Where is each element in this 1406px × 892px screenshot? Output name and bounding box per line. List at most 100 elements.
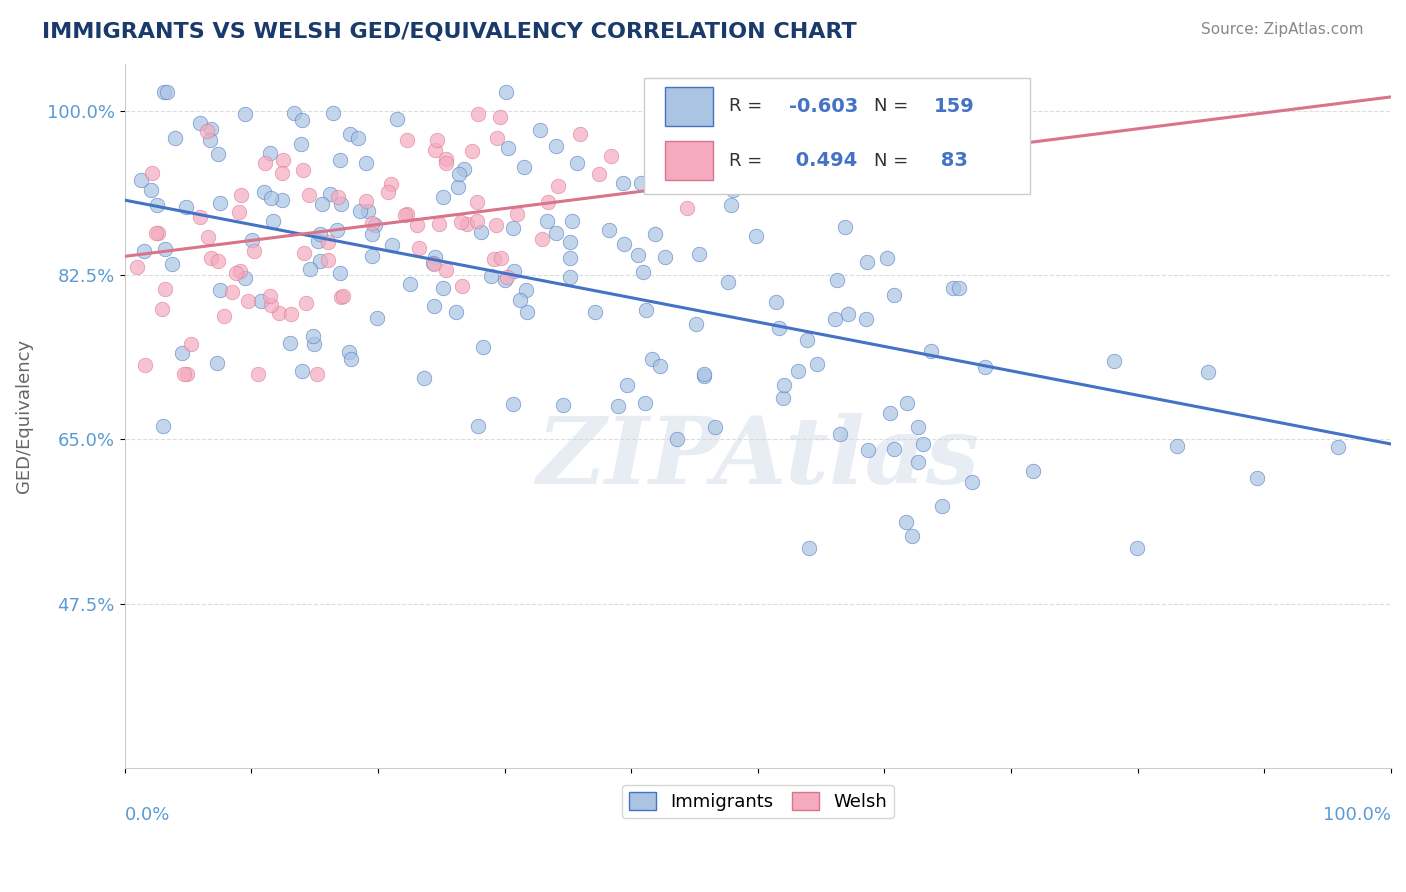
Point xyxy=(354,155,377,169)
Point xyxy=(309,253,332,268)
Point xyxy=(484,252,506,266)
Point xyxy=(290,136,312,151)
Point xyxy=(259,289,281,303)
Point xyxy=(260,191,283,205)
Point xyxy=(212,309,235,323)
Point xyxy=(425,144,447,158)
Point xyxy=(444,305,467,319)
Point xyxy=(406,219,429,233)
Point xyxy=(271,193,294,207)
Point xyxy=(250,294,273,309)
Point xyxy=(837,307,859,321)
Point xyxy=(529,123,551,137)
Text: 100.0%: 100.0% xyxy=(1323,806,1391,824)
Point xyxy=(307,235,329,249)
Point xyxy=(432,280,454,294)
Point xyxy=(339,345,361,359)
Point xyxy=(456,217,478,231)
Point xyxy=(599,149,621,163)
Point xyxy=(447,180,470,194)
Point xyxy=(260,298,283,312)
Point xyxy=(188,116,211,130)
Point xyxy=(153,242,176,256)
Point xyxy=(630,176,652,190)
Point xyxy=(364,218,387,232)
Point xyxy=(676,201,699,215)
Point xyxy=(412,371,434,385)
Point xyxy=(361,250,384,264)
Point xyxy=(229,187,252,202)
Point xyxy=(1197,365,1219,379)
Point xyxy=(773,377,796,392)
Point xyxy=(134,359,156,373)
Point xyxy=(208,283,231,297)
Point xyxy=(366,311,388,326)
Point xyxy=(200,122,222,136)
Point xyxy=(434,152,457,166)
Point xyxy=(316,235,339,249)
Point xyxy=(207,254,229,268)
Point xyxy=(704,420,727,434)
Point xyxy=(1166,440,1188,454)
Point xyxy=(207,146,229,161)
Point xyxy=(174,200,197,214)
Text: N =: N = xyxy=(875,97,914,115)
Legend: Immigrants, Welsh: Immigrants, Welsh xyxy=(621,785,894,819)
Point xyxy=(408,241,430,255)
Point xyxy=(494,273,516,287)
Point xyxy=(745,229,768,244)
Point xyxy=(654,250,676,264)
Point xyxy=(228,205,250,219)
Point xyxy=(319,187,342,202)
Point xyxy=(1126,541,1149,555)
Point xyxy=(723,183,745,197)
Point xyxy=(394,208,416,222)
Point xyxy=(259,146,281,161)
Point xyxy=(811,144,834,158)
Point xyxy=(339,352,361,367)
Point xyxy=(825,273,848,287)
Point xyxy=(565,156,588,170)
Point xyxy=(547,178,569,193)
Point xyxy=(467,107,489,121)
Point xyxy=(307,367,329,381)
Point xyxy=(856,255,879,269)
Point xyxy=(221,285,243,300)
Point xyxy=(612,176,634,190)
Point xyxy=(883,287,905,301)
Point xyxy=(479,268,502,283)
Point xyxy=(787,364,810,378)
Point xyxy=(503,264,526,278)
Point xyxy=(377,185,399,199)
Point xyxy=(920,343,942,358)
Point xyxy=(544,139,567,153)
Point xyxy=(146,198,169,212)
Point xyxy=(546,226,568,240)
Point xyxy=(693,368,716,383)
Point xyxy=(152,418,174,433)
Point xyxy=(153,283,176,297)
Point xyxy=(308,227,330,242)
Point xyxy=(425,251,447,265)
Point xyxy=(349,203,371,218)
Point xyxy=(515,283,537,297)
Point xyxy=(247,367,270,381)
Point xyxy=(347,130,370,145)
Point xyxy=(641,351,664,366)
Point xyxy=(381,238,404,252)
Point xyxy=(311,197,333,211)
Point xyxy=(973,360,995,375)
Text: -0.603: -0.603 xyxy=(789,96,859,116)
Point xyxy=(399,277,422,292)
Point xyxy=(495,85,517,99)
Point xyxy=(644,227,666,241)
Point xyxy=(385,112,408,126)
Point xyxy=(488,110,510,124)
Point xyxy=(876,251,898,265)
Point xyxy=(907,455,929,469)
Point xyxy=(485,218,508,232)
Point xyxy=(434,156,457,170)
Point xyxy=(901,529,924,543)
Point xyxy=(125,260,148,275)
Text: R =: R = xyxy=(728,97,768,115)
